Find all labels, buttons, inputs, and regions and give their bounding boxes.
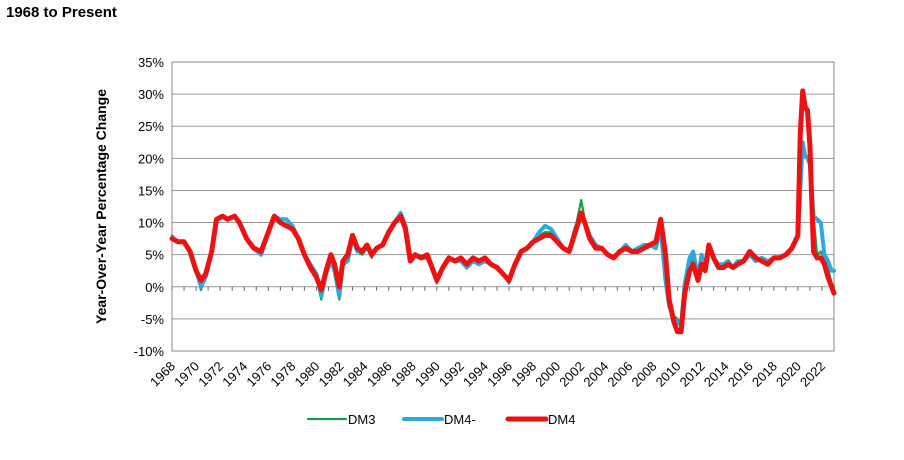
x-tick-label: 2012 [677, 359, 708, 390]
legend-label: DM4- [444, 412, 476, 427]
x-tick-label: 1990 [412, 359, 443, 390]
x-tick-label: 1994 [460, 359, 491, 390]
y-axis: -10% -5% 0% 5% 10% 15% 20% 25% 30% 35% [134, 55, 165, 359]
x-tick-label: 1970 [171, 359, 202, 390]
x-tick-label: 2020 [773, 359, 804, 390]
x-tick-label: 2010 [653, 359, 684, 390]
series-line-dm4 [169, 88, 837, 335]
x-tick-label: 1980 [292, 359, 323, 390]
x-axis: 1968197019721974197619781980198219841986… [147, 286, 835, 390]
x-tick-label: 1984 [340, 359, 371, 390]
y-tick-label: 20% [138, 151, 164, 166]
x-tick-label: 1978 [267, 359, 298, 390]
y-tick-label: 5% [145, 248, 164, 263]
x-tick-label: 1976 [243, 359, 274, 390]
series-line-dm4 [170, 140, 836, 328]
x-tick-label: 2018 [749, 359, 780, 390]
x-tick-label: 1992 [436, 359, 467, 390]
y-tick-label: -5% [141, 312, 165, 327]
y-tick-label: 10% [138, 216, 164, 231]
y-axis-label: Year-Over-Year Percentage Change [93, 89, 109, 324]
x-tick-label: 2016 [725, 359, 756, 390]
legend-label: DM4 [548, 412, 575, 427]
x-tick-label: 2008 [629, 359, 660, 390]
x-tick-label: 1974 [219, 359, 250, 390]
x-tick-label: 1982 [316, 359, 347, 390]
x-tick-label: 2000 [532, 359, 563, 390]
x-tick-label: 2014 [701, 359, 732, 390]
y-tick-label: 30% [138, 87, 164, 102]
y-tick-label: 35% [138, 55, 164, 70]
x-tick-label: 1998 [508, 359, 539, 390]
series-lines [169, 88, 837, 335]
y-tick-label: -10% [134, 344, 165, 359]
legend: DM3 DM4- DM4 [306, 412, 575, 427]
y-tick-label: 15% [138, 183, 164, 198]
x-tick-label: 2004 [580, 359, 611, 390]
x-tick-label: 2022 [797, 359, 828, 390]
x-tick-label: 1996 [484, 359, 515, 390]
gridlines [172, 61, 834, 352]
y-tick-label: 25% [138, 119, 164, 134]
x-tick-label: 2002 [556, 359, 587, 390]
x-tick-label: 1986 [364, 359, 395, 390]
y-tick-label: 0% [145, 280, 164, 295]
x-tick-label: 1988 [388, 359, 419, 390]
plot-area [171, 61, 835, 352]
x-tick-label: 1972 [195, 359, 226, 390]
x-tick-label: 2006 [604, 359, 635, 390]
legend-label: DM3 [348, 412, 375, 427]
series-line-dm3 [170, 147, 836, 327]
x-tick-label: 1968 [147, 359, 178, 390]
page-title: 1968 to Present [6, 4, 117, 21]
